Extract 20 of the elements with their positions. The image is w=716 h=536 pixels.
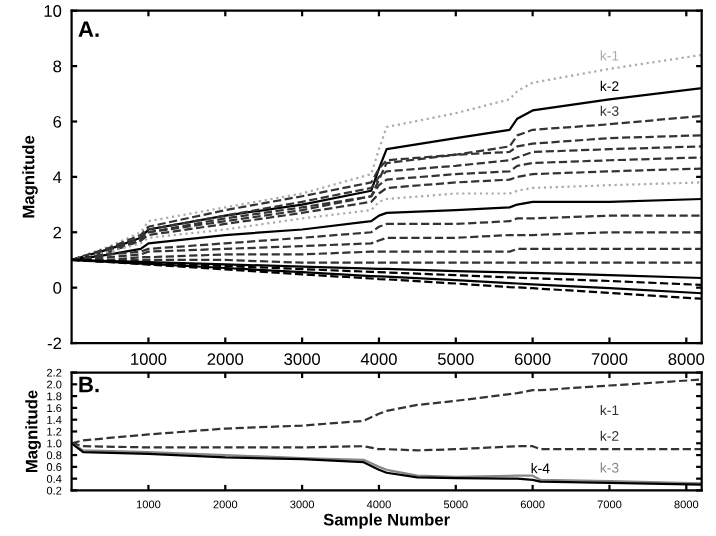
- y-axis-title: Magnitude: [25, 390, 41, 473]
- x-tick-label: 7000: [591, 353, 628, 365]
- x-tick-label: 4000: [360, 353, 397, 365]
- y-tick-label: 4: [52, 171, 62, 183]
- y-tick-label: 10: [44, 5, 62, 17]
- x-tick-label: 2000: [207, 353, 244, 365]
- x-tick-label: 6000: [514, 353, 551, 365]
- x-tick-label: 8000: [668, 353, 705, 365]
- chart-title: B.: [79, 376, 99, 393]
- y-tick-label: 8: [53, 60, 62, 73]
- y-tick-label: 2: [53, 226, 62, 239]
- x-tick-label: 3000: [284, 353, 321, 365]
- chart-title: A.: [78, 21, 99, 37]
- x-axis-title: Sample Number: [323, 513, 450, 529]
- y-tick-label: 6: [53, 115, 62, 128]
- y-tick-label: -2: [47, 337, 62, 350]
- x-tick-label: 1000: [131, 353, 167, 365]
- x-tick-label: 5000: [437, 353, 474, 365]
- y-tick-label: 0: [53, 282, 62, 294]
- y-axis-title: Magnitude: [22, 135, 38, 218]
